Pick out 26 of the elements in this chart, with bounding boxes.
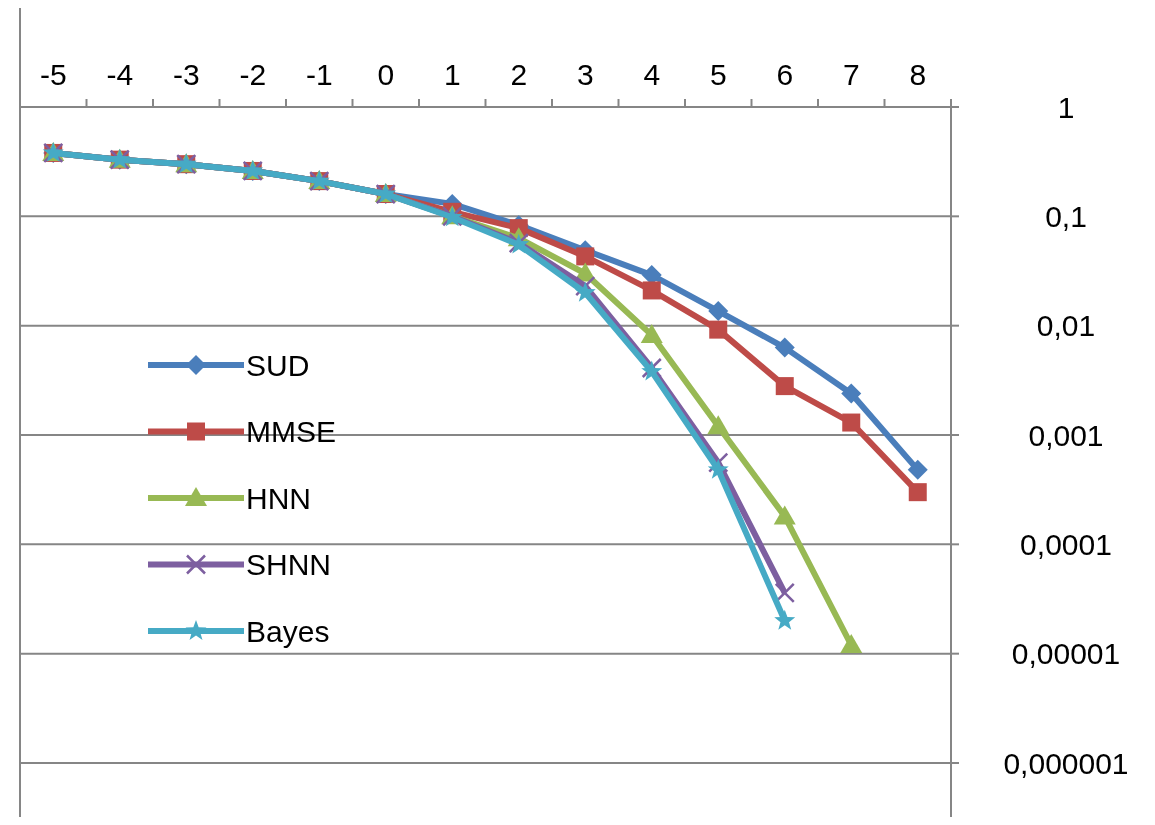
x-tick-label: 3 xyxy=(576,58,594,91)
y-tick-label: 0,01 xyxy=(1036,309,1096,343)
y-tick-label: 0,1 xyxy=(1045,199,1087,233)
x-tick-label: -1 xyxy=(305,58,333,91)
x-tick-label: -4 xyxy=(106,58,134,91)
x-tick-label: 1 xyxy=(443,58,461,91)
legend-label: MMSE xyxy=(246,415,336,448)
y-tick-label: 0,00001 xyxy=(1011,637,1121,671)
x-tick-label: -3 xyxy=(172,58,200,91)
x-tick-label: 6 xyxy=(776,58,794,91)
legend-label: Bayes xyxy=(246,614,330,648)
y-tick-label: 0,001 xyxy=(1028,418,1104,452)
x-tick-label: 4 xyxy=(643,58,661,91)
x-tick-label: 8 xyxy=(909,58,927,91)
x-tick-label: 2 xyxy=(510,58,528,91)
y-tick-label: 0,0001 xyxy=(1020,527,1112,561)
legend-label: SUD xyxy=(246,348,310,382)
y-tick-label: 0,000001 xyxy=(1003,746,1129,780)
legend-label: HNN xyxy=(246,481,311,515)
y-tick-label: 1 xyxy=(1057,90,1075,124)
x-tick-label: -2 xyxy=(239,58,267,91)
legend-label: SHNN xyxy=(246,548,332,581)
x-tick-label: -5 xyxy=(39,58,67,91)
x-tick-label: 7 xyxy=(842,58,860,91)
x-tick-label: 0 xyxy=(377,58,395,91)
x-tick-label: 5 xyxy=(709,58,727,91)
